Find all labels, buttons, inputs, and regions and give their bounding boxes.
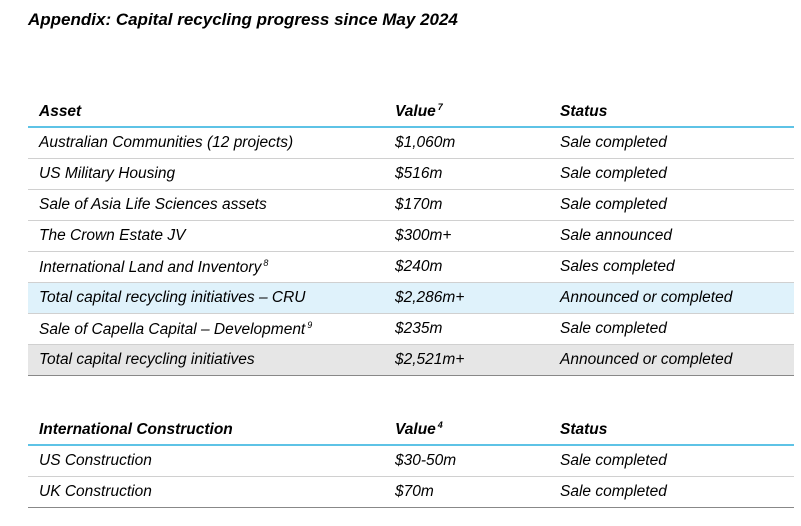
page-title: Appendix: Capital recycling progress sin… — [28, 10, 458, 29]
column-header-asset: International Construction — [28, 415, 384, 446]
status-cell: Sale completed — [549, 476, 794, 508]
table-row: The Crown Estate JV $300m+ Sale announce… — [28, 220, 794, 252]
value-cell: $70m — [384, 476, 549, 508]
status-cell: Sale completed — [549, 127, 794, 159]
asset-cell: Total capital recycling initiatives — [28, 344, 384, 376]
status-cell: Announced or completed — [549, 344, 794, 376]
column-header-asset: Asset — [28, 97, 384, 128]
grand-total-row: Total capital recycling initiatives $2,5… — [28, 344, 794, 376]
table-row: International Land and Inventory 8 $240m … — [28, 251, 794, 283]
table-row: US Construction $30-50m Sale completed — [28, 445, 794, 477]
column-header-status: Status — [549, 415, 794, 446]
asset-cell: Sale of Capella Capital – Development 9 — [28, 313, 384, 345]
status-cell: Sale completed — [549, 445, 794, 477]
asset-cell: Australian Communities (12 projects) — [28, 127, 384, 159]
value-cell: $30-50m — [384, 445, 549, 477]
capital-recycling-table: Asset Value 7 Status Australian Communiti… — [28, 97, 794, 376]
asset-cell: US Military Housing — [28, 158, 384, 190]
value-cell: $240m — [384, 251, 549, 283]
footnote-ref: 7 — [437, 102, 443, 112]
column-header-status: Status — [549, 97, 794, 128]
footnote-ref: 9 — [307, 319, 313, 330]
table-header-row: International Construction Value 4 Status — [28, 415, 794, 446]
status-cell: Announced or completed — [549, 282, 794, 314]
value-cell: $300m+ — [384, 220, 549, 252]
table-row: US Military Housing $516m Sale completed — [28, 158, 794, 190]
cru-total-row: Total capital recycling initiatives – CR… — [28, 282, 794, 314]
asset-cell: Total capital recycling initiatives – CR… — [28, 282, 384, 314]
asset-cell: International Land and Inventory 8 — [28, 251, 384, 283]
value-cell: $1,060m — [384, 127, 549, 159]
footnote-ref: 4 — [437, 420, 443, 430]
table-row: Australian Communities (12 projects) $1,… — [28, 127, 794, 159]
asset-cell: The Crown Estate JV — [28, 220, 384, 252]
international-construction-table: International Construction Value 4 Status… — [28, 415, 794, 508]
status-cell: Sales completed — [549, 251, 794, 283]
status-cell: Sale announced — [549, 220, 794, 252]
column-header-value: Value 7 — [384, 97, 549, 128]
table-row: UK Construction $70m Sale completed — [28, 476, 794, 508]
footnote-ref: 8 — [263, 257, 269, 268]
status-cell: Sale completed — [549, 158, 794, 190]
table-header-row: Asset Value 7 Status — [28, 97, 794, 128]
value-cell: $170m — [384, 189, 549, 221]
value-cell: $2,521m+ — [384, 344, 549, 376]
value-cell: $235m — [384, 313, 549, 345]
asset-cell: Sale of Asia Life Sciences assets — [28, 189, 384, 221]
asset-cell: US Construction — [28, 445, 384, 477]
table-row: Sale of Capella Capital – Development 9 $… — [28, 313, 794, 345]
value-cell: $516m — [384, 158, 549, 190]
value-cell: $2,286m+ — [384, 282, 549, 314]
asset-cell: UK Construction — [28, 476, 384, 508]
status-cell: Sale completed — [549, 313, 794, 345]
status-cell: Sale completed — [549, 189, 794, 221]
column-header-value: Value 4 — [384, 415, 549, 446]
table-row: Sale of Asia Life Sciences assets $170m … — [28, 189, 794, 221]
